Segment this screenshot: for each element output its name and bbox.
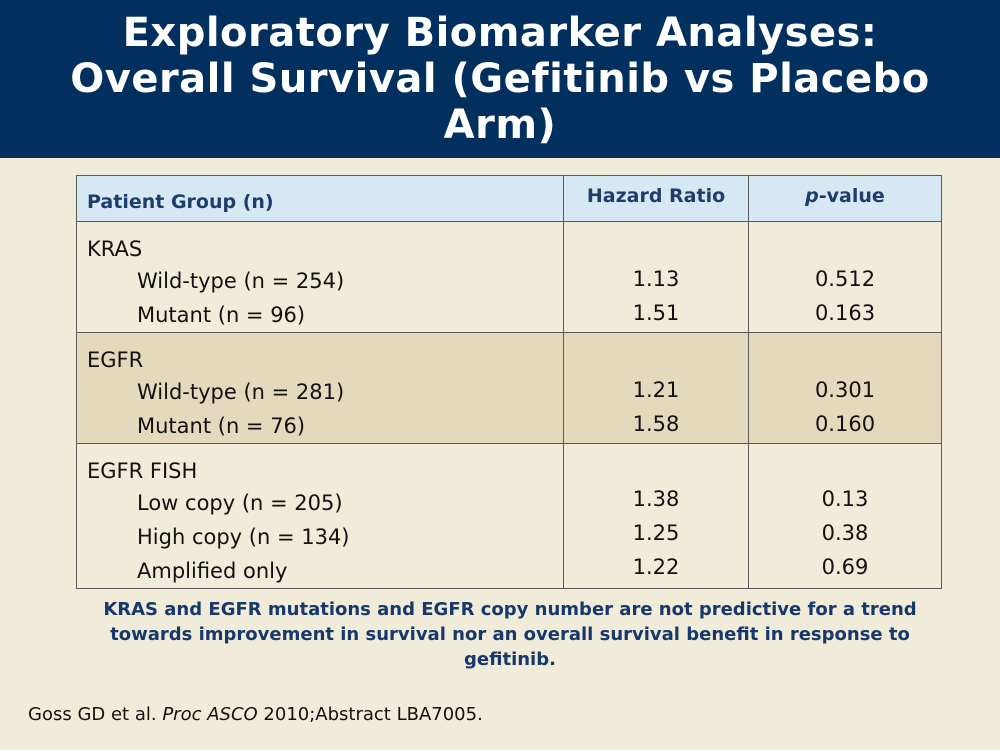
citation-journal: Proc ASCO (162, 704, 258, 725)
hr-cell-egfr-fish: 1.38 1.25 1.22 (563, 443, 749, 589)
p-value: 0.38 (821, 521, 869, 545)
hazard-ratio-value: 1.25 (632, 521, 680, 545)
hazard-ratio-value: 1.22 (632, 555, 680, 579)
group-name: EGFR (87, 348, 144, 372)
citation-details: 2010;Abstract LBA7005. (263, 704, 483, 725)
p-value: 0.163 (814, 301, 876, 325)
header-p-value: p-value (748, 175, 942, 222)
hazard-ratio-value: 1.13 (632, 267, 680, 291)
hr-cell-egfr: 1.21 1.58 (563, 332, 749, 444)
hazard-ratio-value: 1.58 (632, 412, 680, 436)
p-value: 0.160 (814, 412, 876, 436)
table-row-egfr-fish: EGFR FISH Low copy (n = 205) High copy (… (76, 443, 942, 589)
header-hazard-ratio: Hazard Ratio (563, 175, 749, 222)
title-bar: Exploratory Biomarker Analyses: Overall … (0, 0, 1000, 158)
subgroup-label: Mutant (n = 76) (137, 414, 306, 438)
p-cell-egfr-fish: 0.13 0.38 0.69 (748, 443, 942, 589)
subgroup-label: Amplified only (137, 559, 288, 583)
table-header-row: Patient Group (n) Hazard Ratio p-value (76, 175, 942, 222)
subgroup-label: Wild-type (n = 281) (137, 380, 345, 404)
header-p-rest: -value (818, 184, 885, 207)
conclusion-text: KRAS and EGFR mutations and EGFR copy nu… (103, 599, 917, 670)
header-patient-group: Patient Group (n) (76, 175, 564, 222)
biomarker-table: Patient Group (n) Hazard Ratio p-value K… (76, 175, 942, 589)
slide-title: Exploratory Biomarker Analyses: Overall … (70, 10, 930, 148)
p-value: 0.512 (814, 267, 876, 291)
p-value: 0.301 (814, 378, 876, 402)
group-cell-kras: KRAS Wild-type (n = 254) Mutant (n = 96) (76, 221, 564, 333)
subgroup-label: Mutant (n = 96) (137, 303, 306, 327)
subgroup-label: Wild-type (n = 254) (137, 269, 345, 293)
subgroup-label: Low copy (n = 205) (137, 491, 343, 515)
p-value: 0.13 (821, 487, 869, 511)
group-name: KRAS (87, 237, 143, 261)
group-cell-egfr-fish: EGFR FISH Low copy (n = 205) High copy (… (76, 443, 564, 589)
group-cell-egfr: EGFR Wild-type (n = 281) Mutant (n = 76) (76, 332, 564, 444)
table-row-kras: KRAS Wild-type (n = 254) Mutant (n = 96)… (76, 221, 942, 333)
citation: Goss GD et al. Proc ASCO 2010;Abstract L… (28, 704, 483, 725)
hazard-ratio-value: 1.38 (632, 487, 680, 511)
hr-cell-kras: 1.13 1.51 (563, 221, 749, 333)
p-value: 0.69 (821, 555, 869, 579)
table-row-egfr: EGFR Wild-type (n = 281) Mutant (n = 76)… (76, 332, 942, 444)
subgroup-label: High copy (n = 134) (137, 525, 350, 549)
group-name: EGFR FISH (87, 459, 198, 483)
hazard-ratio-value: 1.51 (632, 301, 680, 325)
p-cell-egfr: 0.301 0.160 (748, 332, 942, 444)
citation-authors: Goss GD et al. (28, 704, 157, 725)
header-p-italic: p (805, 184, 819, 207)
p-cell-kras: 0.512 0.163 (748, 221, 942, 333)
hazard-ratio-value: 1.21 (632, 378, 680, 402)
